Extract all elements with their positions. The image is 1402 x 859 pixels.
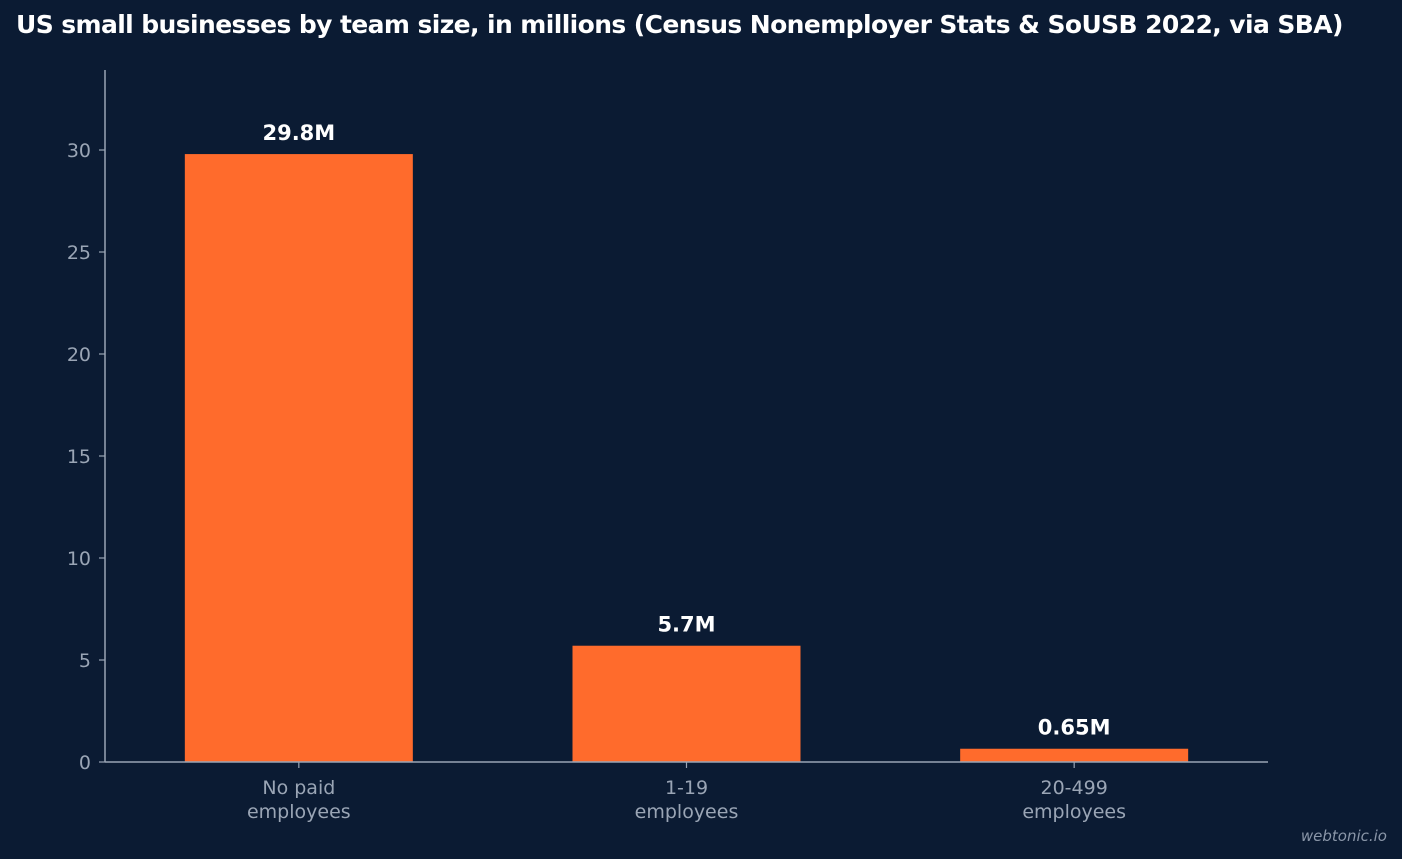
x-axis-group: No paidemployees1-19employees20-499emplo… — [105, 761, 1268, 823]
chart-title: US small businesses by team size, in mil… — [16, 10, 1343, 39]
bar-value-label: 0.65M — [1038, 716, 1111, 740]
y-tick-label: 25 — [67, 242, 91, 264]
bars-group: 29.8M 5.7M 0.65M — [184, 121, 1189, 762]
bar-value-label: 29.8M — [262, 121, 335, 145]
watermark: webtonic.io — [1300, 827, 1387, 845]
y-tick-label: 0 — [79, 752, 91, 774]
x-tick-label: employees — [1022, 801, 1126, 823]
bar — [960, 748, 1189, 762]
x-tick-label: 20-499 — [1041, 777, 1108, 799]
bar — [572, 645, 801, 762]
y-tick-label: 5 — [79, 650, 91, 672]
x-tick-label: 1-19 — [665, 777, 708, 799]
y-tick-label: 10 — [67, 548, 91, 570]
y-tick-label: 20 — [67, 344, 91, 366]
y-tick-label: 30 — [67, 140, 91, 162]
bar-value-label: 5.7M — [657, 613, 715, 637]
x-tick-label: employees — [247, 801, 351, 823]
x-tick-label: employees — [635, 801, 739, 823]
y-tick-label: 15 — [67, 446, 91, 468]
x-tick-label: No paid — [262, 777, 335, 799]
y-axis-group: 0 5 10 15 20 25 30 — [67, 70, 106, 774]
bar — [184, 154, 413, 762]
